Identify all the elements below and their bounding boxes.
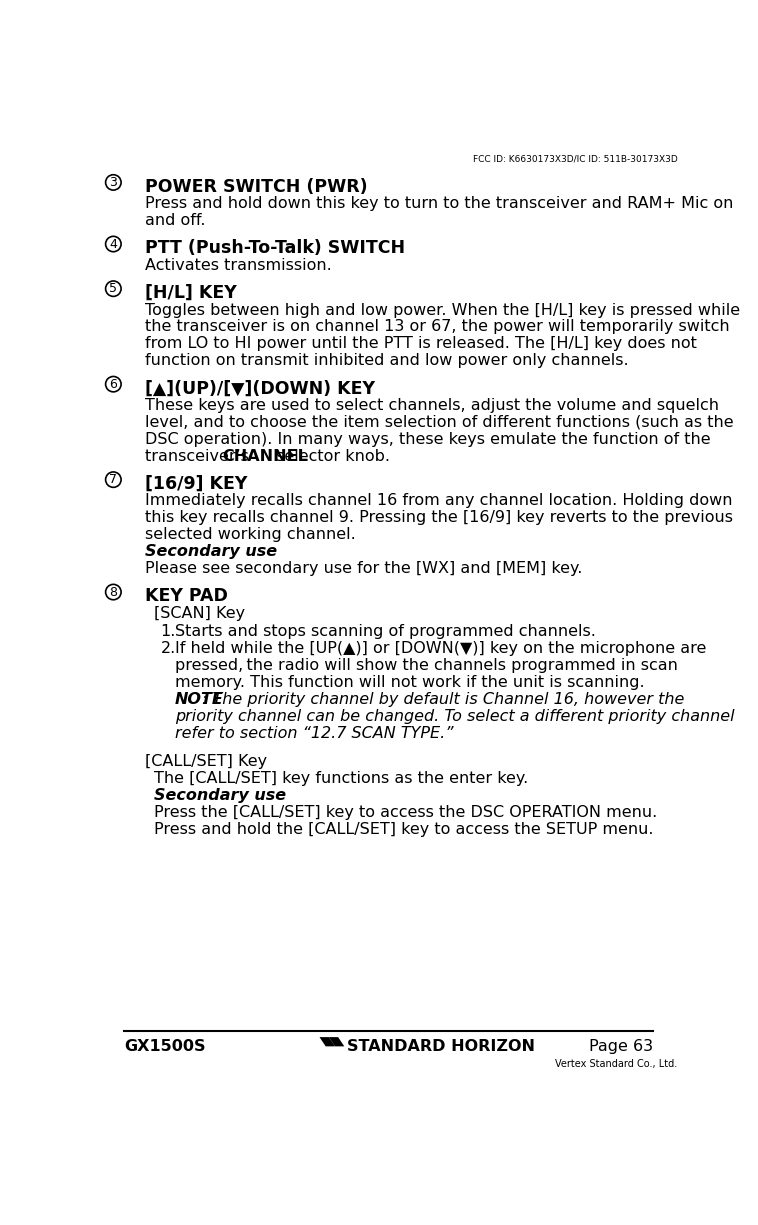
Text: [SCAN] Key: [SCAN] Key [155,606,246,621]
Text: Toggles between high and low power. When the [H/L] key is pressed while: Toggles between high and low power. When… [145,303,741,317]
Text: 2.: 2. [161,642,176,657]
Text: 4: 4 [109,238,117,251]
Text: 1.: 1. [161,624,176,638]
Text: Press and hold down this key to turn to the transceiver and RAM+ Mic on: Press and hold down this key to turn to … [145,196,734,211]
Text: transceiver’s: transceiver’s [145,448,254,464]
Text: POWER SWITCH (PWR): POWER SWITCH (PWR) [145,178,368,196]
Text: KEY PAD: KEY PAD [145,588,228,605]
Text: Press and hold the [CALL/SET] key to access the SETUP menu.: Press and hold the [CALL/SET] key to acc… [155,822,654,838]
Text: [▲](UP)/[▼](DOWN) KEY: [▲](UP)/[▼](DOWN) KEY [145,380,375,398]
Text: DSC operation). In many ways, these keys emulate the function of the: DSC operation). In many ways, these keys… [145,432,711,447]
Text: 8: 8 [109,586,117,599]
Polygon shape [329,1038,344,1046]
Polygon shape [320,1038,335,1046]
Text: NOTE: NOTE [174,692,224,707]
Text: Page 63: Page 63 [589,1039,653,1054]
Text: 3: 3 [109,176,117,189]
Text: Activates transmission.: Activates transmission. [145,258,332,273]
Text: 7: 7 [109,473,117,486]
Text: the transceiver is on channel 13 or 67, the power will temporarily switch: the transceiver is on channel 13 or 67, … [145,320,730,334]
Text: Press the [CALL/SET] key to access the DSC OPERATION menu.: Press the [CALL/SET] key to access the D… [155,805,658,821]
Text: selected working channel.: selected working channel. [145,528,356,543]
Text: pressed, the radio will show the channels programmed in scan: pressed, the radio will show the channel… [174,658,678,674]
Text: function on transmit inhibited and low power only channels.: function on transmit inhibited and low p… [145,353,628,369]
Text: FCC ID: K6630173X3D/IC ID: 511B-30173X3D: FCC ID: K6630173X3D/IC ID: 511B-30173X3D [473,154,678,164]
Text: Secondary use: Secondary use [155,789,287,804]
Text: and off.: and off. [145,213,205,228]
Text: Starts and stops scanning of programmed channels.: Starts and stops scanning of programmed … [174,624,596,638]
Text: 6: 6 [109,377,117,391]
Text: : The priority channel by default is Channel 16, however the: : The priority channel by default is Cha… [202,692,684,707]
Text: Vertex Standard Co., Ltd.: Vertex Standard Co., Ltd. [556,1058,678,1068]
Text: These keys are used to select channels, adjust the volume and squelch: These keys are used to select channels, … [145,398,719,413]
Text: If held while the [UP(▲)] or [DOWN(▼)] key on the microphone are: If held while the [UP(▲)] or [DOWN(▼)] k… [174,642,706,657]
Text: this key recalls channel 9. Pressing the [16/9] key reverts to the previous: this key recalls channel 9. Pressing the… [145,511,733,526]
Text: [16/9] KEY: [16/9] KEY [145,475,248,492]
Text: [H/L] KEY: [H/L] KEY [145,284,236,303]
Text: selector knob.: selector knob. [271,448,390,464]
Text: refer to section “12.7 SCAN TYPE.”: refer to section “12.7 SCAN TYPE.” [174,726,453,741]
Text: PTT (Push-To-Talk) SWITCH: PTT (Push-To-Talk) SWITCH [145,239,406,257]
Text: GX1500S: GX1500S [124,1039,205,1054]
Text: Please see secondary use for the [WX] and [MEM] key.: Please see secondary use for the [WX] an… [145,561,582,576]
Text: priority channel can be changed. To select a different priority channel: priority channel can be changed. To sele… [174,709,735,724]
Text: from LO to HI power until the PTT is released. The [H/L] key does not: from LO to HI power until the PTT is rel… [145,337,697,352]
Text: Immediately recalls channel 16 from any channel location. Holding down: Immediately recalls channel 16 from any … [145,494,733,508]
Text: 5: 5 [109,282,117,295]
Text: CHANNEL: CHANNEL [223,448,309,464]
Text: [CALL/SET] Key: [CALL/SET] Key [145,753,268,769]
Text: level, and to choose the item selection of different functions (such as the: level, and to choose the item selection … [145,415,734,430]
Text: The [CALL/SET] key functions as the enter key.: The [CALL/SET] key functions as the ente… [155,772,528,786]
Text: STANDARD HORIZON: STANDARD HORIZON [347,1039,535,1054]
Text: Secondary use: Secondary use [145,544,277,560]
Text: memory. This function will not work if the unit is scanning.: memory. This function will not work if t… [174,675,644,690]
